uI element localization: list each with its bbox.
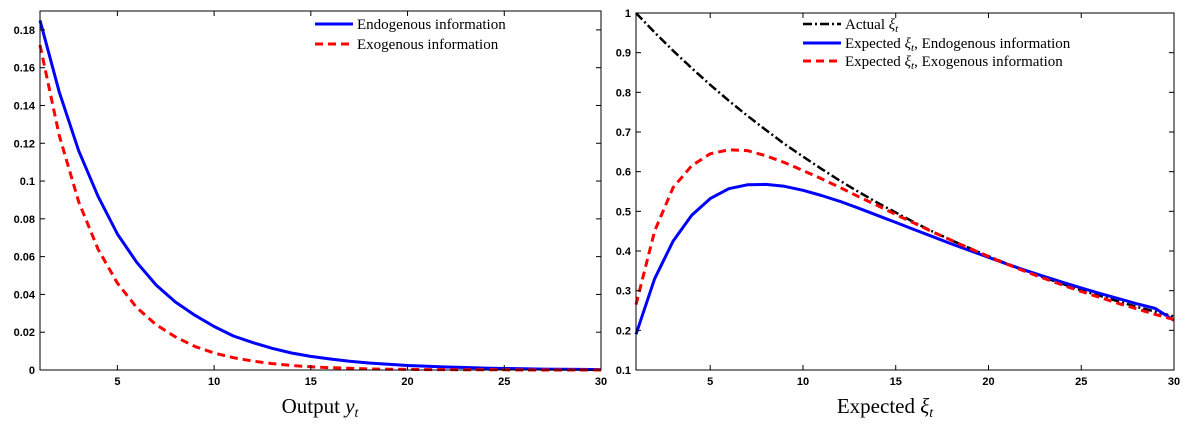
left-axes-box — [39, 10, 602, 371]
y-tick-label: 0.1 — [20, 176, 35, 188]
left-lines — [38, 20, 602, 372]
right-legend: Actual ξt Expected ξt, Endogenous inform… — [803, 17, 1071, 72]
y-tick-label: 0.3 — [616, 286, 631, 298]
x-tick-label: 30 — [1168, 376, 1180, 388]
x-tick-label: 5 — [707, 376, 713, 388]
x-tick-label: 15 — [890, 376, 902, 388]
y-tick-label: 0.02 — [14, 327, 35, 339]
x-tick-label: 15 — [305, 376, 317, 388]
left-caption: Output yt — [282, 394, 360, 421]
chart-left: 5 10 15 20 25 30 0 0.02 0.04 0.06 0.08 0.1 0.12 0.14… — [14, 10, 607, 421]
left-legend: Endogenous information Exogenous informa… — [315, 17, 506, 53]
legend-label-expected-exogenous: Expected ξt, Exogenous information — [845, 54, 1063, 72]
series-line-expected-t-endogenous-information — [634, 182, 1175, 335]
right-caption: Expected ξt — [837, 394, 934, 421]
left-xticks: 5 10 15 20 25 30 — [114, 11, 607, 388]
y-tick-label: 0.1 — [616, 365, 631, 377]
y-tick-label: 0.7 — [616, 127, 631, 139]
legend-label-actual: Actual ξt — [845, 17, 899, 35]
y-tick-label: 0 — [29, 365, 35, 377]
right-plot-area — [634, 12, 1175, 371]
x-tick-label: 20 — [401, 376, 413, 388]
left-yticks: 0 0.02 0.04 0.06 0.08 0.1 0.12 0.14 0.16 0.18 — [14, 25, 601, 377]
y-tick-label: 0.14 — [14, 100, 36, 112]
y-tick-label: 0.04 — [14, 289, 36, 301]
y-tick-label: 0.6 — [616, 167, 631, 179]
x-tick-label: 5 — [114, 376, 120, 388]
x-tick-label: 20 — [982, 376, 994, 388]
right-xticks: 5 10 15 20 25 30 — [707, 13, 1180, 388]
left-plot-area — [38, 10, 602, 372]
y-tick-label: 0.9 — [616, 48, 631, 60]
series-line-expected-t-exogenous-information — [634, 148, 1175, 322]
x-tick-label: 25 — [1075, 376, 1087, 388]
x-tick-label: 10 — [797, 376, 809, 388]
y-tick-label: 0.8 — [616, 87, 631, 99]
series-line-endogenous-information — [38, 20, 602, 372]
x-tick-label: 10 — [208, 376, 220, 388]
y-tick-label: 1 — [625, 8, 631, 20]
series-line-exogenous-information — [38, 44, 601, 372]
legend-label-expected-endogenous: Expected ξt, Endogenous information — [845, 36, 1071, 54]
y-tick-label: 0.2 — [616, 325, 631, 337]
y-tick-label: 0.5 — [616, 206, 631, 218]
x-tick-label: 25 — [498, 376, 510, 388]
y-tick-label: 0.16 — [14, 63, 35, 75]
chart-right: 5 10 15 20 25 30 0.1 0.2 0.3 0.4 0.5 0.6 0.7 0.8 0.9 1… — [616, 8, 1180, 421]
y-tick-label: 0.12 — [14, 138, 35, 150]
legend-label-endogenous: Endogenous information — [357, 17, 506, 33]
right-yticks: 0.1 0.2 0.3 0.4 0.5 0.6 0.7 0.8 0.9 1 — [616, 8, 1174, 377]
right-lines — [634, 12, 1175, 335]
y-tick-label: 0.06 — [14, 252, 35, 264]
right-axes-box — [635, 12, 1175, 371]
legend-label-exogenous: Exogenous information — [357, 37, 499, 53]
y-tick-label: 0.18 — [14, 25, 35, 37]
y-tick-label: 0.08 — [14, 214, 35, 226]
x-tick-label: 30 — [595, 376, 607, 388]
y-tick-label: 0.4 — [616, 246, 632, 258]
